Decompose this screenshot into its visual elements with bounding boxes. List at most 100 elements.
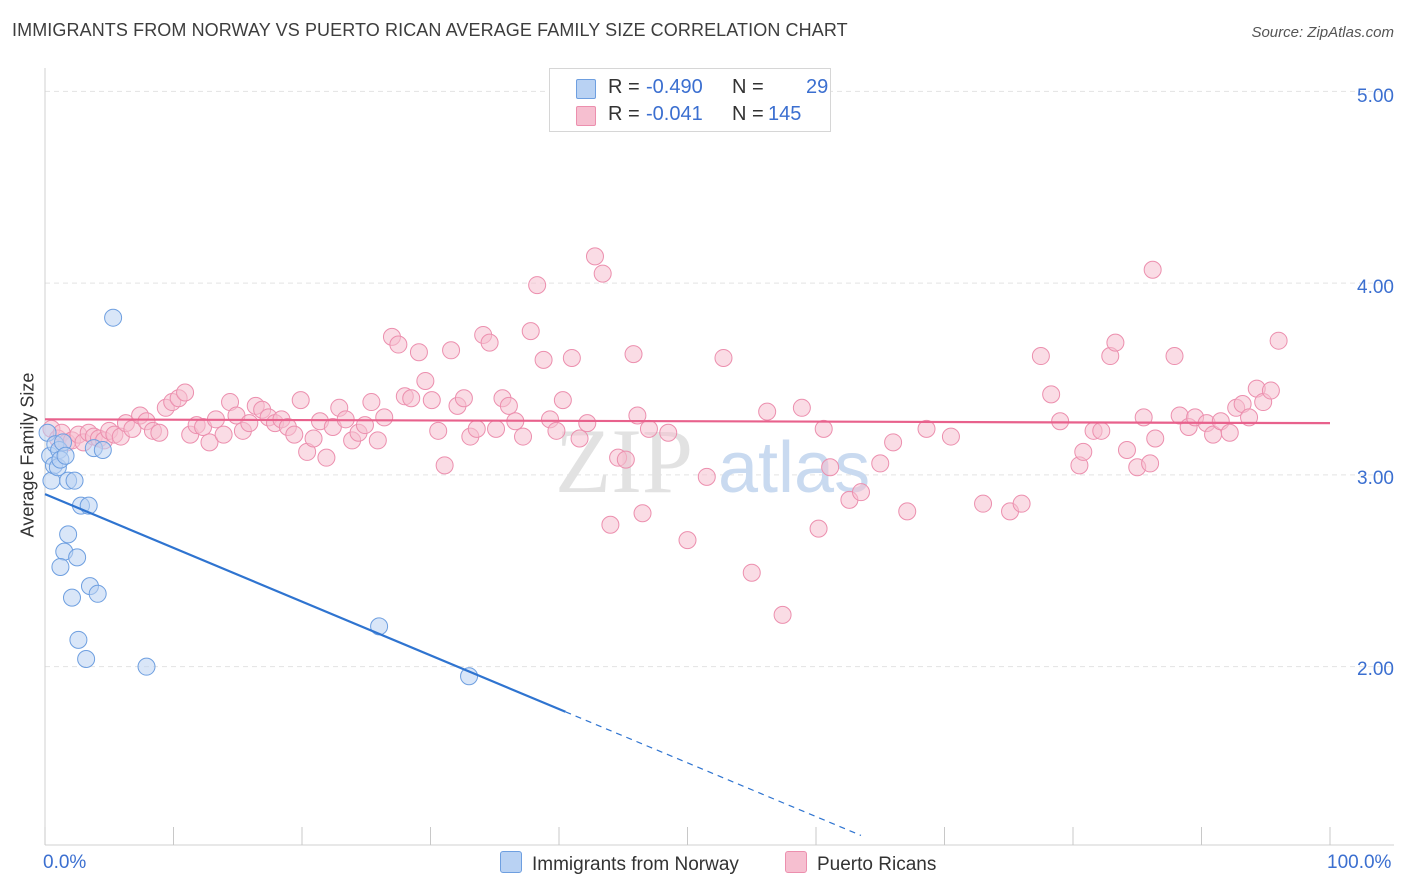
legend: R = -0.490 N = 29 R = -0.041 N = 145 [549, 68, 831, 132]
norway-point [65, 471, 84, 490]
puerto-rican-point [628, 406, 647, 425]
puerto-rican-point [487, 419, 506, 438]
puerto-rican-point [454, 389, 473, 408]
puerto-rican-point [884, 433, 903, 452]
bottom-legend-label-puerto-ricans: Puerto Ricans [817, 854, 937, 875]
puerto-rican-point [375, 408, 394, 427]
norway-point [77, 650, 96, 669]
puerto-rican-point [593, 264, 612, 283]
puerto-rican-point [240, 414, 259, 433]
puerto-rican-point [697, 467, 716, 486]
puerto-rican-point [601, 515, 620, 534]
puerto-rican-point [362, 393, 381, 412]
norway-point [69, 630, 88, 649]
puerto-rican-point [409, 343, 428, 362]
puerto-rican-point [773, 605, 792, 624]
puerto-rican-point [1012, 494, 1031, 513]
puerto-rican-point [1269, 331, 1288, 350]
puerto-ricans-trend-line [44, 418, 1331, 425]
puerto-rican-point [714, 348, 733, 367]
puerto-rican-point [792, 398, 811, 417]
puerto-rican-point [974, 494, 993, 513]
puerto-ricans-points [42, 247, 1288, 624]
chart-source: Source: ZipAtlas.com [1251, 24, 1394, 41]
legend-swatch-norway [576, 79, 596, 99]
puerto-rican-point [150, 423, 169, 442]
norway-point [56, 446, 75, 465]
legend-n-label: N = [732, 103, 764, 125]
legend-r-label: R = [608, 103, 640, 125]
puerto-rican-point [467, 419, 486, 438]
puerto-rican-point [585, 247, 604, 266]
norway-points [38, 308, 479, 686]
trend-lines [44, 418, 1331, 836]
legend-n-value: 145 [768, 103, 802, 125]
puerto-rican-point [1074, 442, 1093, 461]
legend-r-value: -0.490 [646, 76, 703, 98]
chart-title: IMMIGRANTS FROM NORWAY VS PUERTO RICAN A… [12, 20, 848, 40]
puerto-rican-point [1220, 423, 1239, 442]
puerto-rican-point [429, 421, 448, 440]
puerto-rican-point [562, 348, 581, 367]
norway-point [137, 657, 156, 676]
puerto-rican-point [1092, 421, 1111, 440]
norway-point [104, 308, 123, 327]
puerto-rican-point [1261, 381, 1280, 400]
puerto-rican-point [1143, 260, 1162, 279]
puerto-rican-point [1042, 385, 1061, 404]
puerto-rican-point [214, 425, 233, 444]
bottom-legend-puerto-ricans: Puerto Ricans [785, 851, 936, 876]
x-tick-label-max: 100.0% [1327, 852, 1392, 873]
puerto-rican-point [1117, 440, 1136, 459]
y-axis-label: Average Family Size [17, 372, 38, 538]
puerto-rican-point [435, 456, 454, 475]
puerto-rican-point [304, 429, 323, 448]
puerto-rican-point [534, 350, 553, 369]
puerto-rican-point [317, 448, 336, 467]
puerto-rican-point [514, 427, 533, 446]
puerto-rican-point [678, 531, 697, 550]
bottom-legend-norway: Immigrants from Norway [500, 851, 739, 876]
puerto-rican-point [200, 433, 219, 452]
norway-point [93, 440, 112, 459]
puerto-rican-point [1141, 454, 1160, 473]
legend-r-value: -0.041 [646, 103, 703, 125]
legend-n-value: 29 [806, 76, 829, 98]
puerto-rican-point [871, 454, 890, 473]
puerto-rican-point [499, 396, 518, 415]
legend-n-label: N = [732, 76, 764, 98]
puerto-rican-point [821, 458, 840, 477]
puerto-rican-point [402, 389, 421, 408]
legend-r-label: R = [608, 76, 640, 98]
norway-trend-line [44, 493, 566, 713]
norway-point [88, 584, 107, 603]
y-tick-label: 4.00 [1357, 277, 1394, 298]
bottom-legend-swatch-norway [500, 851, 522, 873]
puerto-rican-point [1106, 333, 1125, 352]
bottom-legend-swatch-puerto-ricans [785, 851, 807, 873]
norway-point [62, 588, 81, 607]
puerto-rican-point [1031, 347, 1050, 366]
puerto-rican-point [659, 423, 678, 442]
y-tick-label: 2.00 [1357, 659, 1394, 680]
puerto-rican-point [578, 414, 597, 433]
norway-trend-line-extrapolated [565, 711, 862, 836]
watermark: ZIP atlas [555, 410, 870, 512]
puerto-rican-point [758, 402, 777, 421]
puerto-rican-point [898, 502, 917, 521]
puerto-rican-point [422, 391, 441, 410]
puerto-rican-point [521, 322, 540, 341]
puerto-rican-point [553, 391, 572, 410]
puerto-rican-point [528, 276, 547, 295]
puerto-rican-point [355, 416, 374, 435]
norway-point [51, 557, 70, 576]
puerto-rican-point [742, 563, 761, 582]
puerto-rican-point [1146, 429, 1165, 448]
puerto-rican-point [624, 345, 643, 364]
bottom-legend-label-norway: Immigrants from Norway [532, 854, 739, 875]
puerto-rican-point [941, 427, 960, 446]
puerto-rican-point [639, 419, 658, 438]
puerto-rican-point [809, 519, 828, 538]
puerto-rican-point [480, 333, 499, 352]
